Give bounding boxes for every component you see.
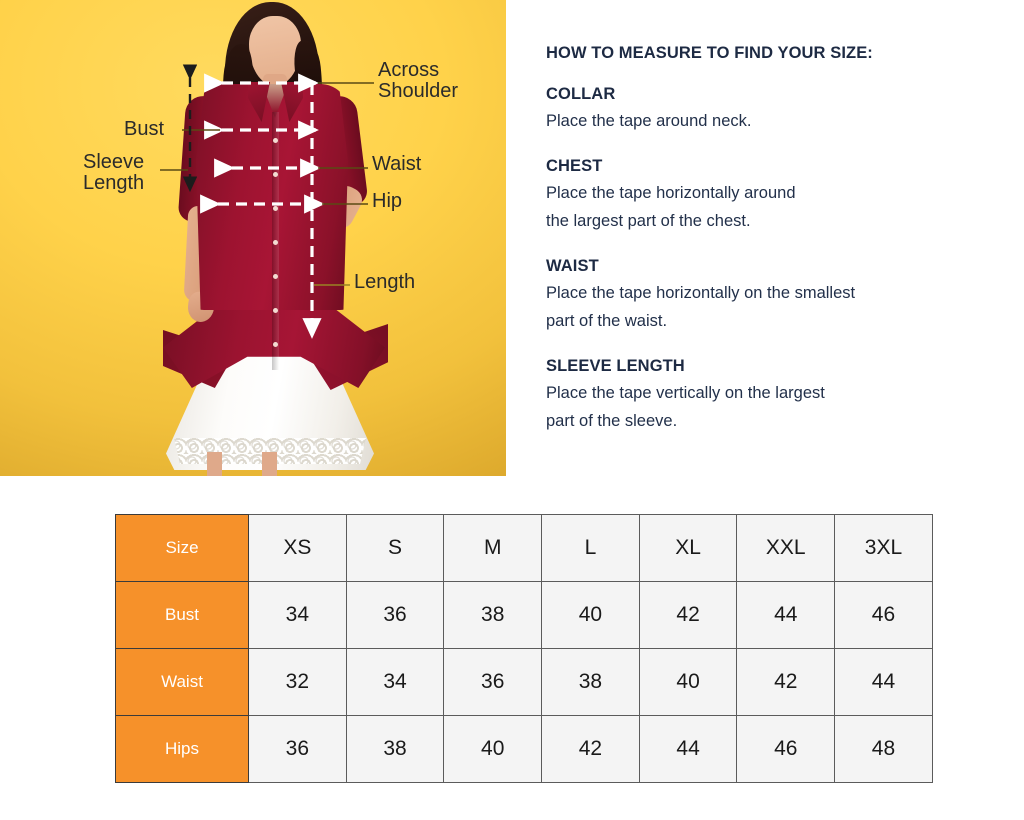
size-chart-table-wrapper: Size XS S M L XL XXL 3XL Bust 34 36 38 40 42 44 46 Waist… bbox=[115, 514, 933, 783]
cell-bust-s: 36 bbox=[345, 581, 445, 649]
label-across-shoulder: Across Shoulder bbox=[378, 59, 459, 102]
kurta-button bbox=[273, 240, 278, 245]
kurta-button bbox=[273, 342, 278, 347]
cell-waist-l: 38 bbox=[541, 648, 640, 716]
instruction-block-sleeve-length: SLEEVE LENGTH Place the tape vertically … bbox=[546, 357, 1024, 436]
instruction-body-chest: Place the tape horizontally around the l… bbox=[546, 183, 796, 231]
cell-hips-xs: 36 bbox=[248, 715, 347, 783]
label-hip: Hip bbox=[372, 190, 403, 212]
table-row: Size XS S M L XL XXL 3XL bbox=[115, 514, 933, 582]
label-sleeve-length: Sleeve Length bbox=[83, 151, 145, 194]
cell-bust-xl: 42 bbox=[638, 581, 738, 649]
model-leg-right bbox=[262, 452, 277, 476]
instruction-heading-collar: COLLAR bbox=[546, 85, 616, 103]
cell-size-xxl: XXL bbox=[736, 514, 836, 582]
instruction-heading-sleeve-length: SLEEVE LENGTH bbox=[546, 356, 685, 375]
row-header-bust: Bust bbox=[115, 581, 249, 649]
model-illustration-panel: Across Shoulder Bust Sleeve Length Waist… bbox=[0, 0, 506, 476]
instruction-body-sleeve-length: Place the tape vertically on the largest… bbox=[546, 383, 825, 431]
label-waist: Waist bbox=[372, 153, 422, 175]
measurement-guide-section: Across Shoulder Bust Sleeve Length Waist… bbox=[0, 0, 1024, 478]
cell-size-l: L bbox=[541, 514, 640, 582]
cell-waist-xxl: 42 bbox=[736, 648, 836, 716]
model-leg-left bbox=[207, 452, 222, 476]
row-header-waist: Waist bbox=[115, 648, 249, 716]
instruction-block-collar: COLLAR Place the tape around neck. bbox=[546, 85, 1024, 136]
table-row: Hips 36 38 40 42 44 46 48 bbox=[115, 715, 933, 783]
cell-waist-3xl: 44 bbox=[834, 648, 933, 716]
instruction-heading-chest: CHEST bbox=[546, 156, 603, 175]
row-header-hips: Hips bbox=[115, 715, 249, 783]
cell-bust-m: 38 bbox=[443, 581, 543, 649]
label-length: Length bbox=[354, 271, 416, 293]
cell-hips-xl: 44 bbox=[638, 715, 738, 783]
cell-size-xl: XL bbox=[638, 514, 738, 582]
cell-bust-xs: 34 bbox=[248, 581, 347, 649]
kurta-button bbox=[273, 172, 278, 177]
cell-waist-m: 36 bbox=[443, 648, 543, 716]
instruction-heading-waist: WAIST bbox=[546, 256, 599, 275]
instruction-block-waist: WAIST Place the tape horizontally on the… bbox=[546, 257, 1024, 336]
cell-hips-xxl: 46 bbox=[736, 715, 836, 783]
cell-bust-3xl: 46 bbox=[834, 581, 933, 649]
cell-hips-3xl: 48 bbox=[834, 715, 933, 783]
cell-size-xs: XS bbox=[248, 514, 347, 582]
kurta-button bbox=[273, 274, 278, 279]
instruction-body-collar: Place the tape around neck. bbox=[546, 112, 752, 130]
label-bust: Bust bbox=[124, 118, 165, 140]
cell-waist-s: 34 bbox=[345, 648, 445, 716]
cell-bust-xxl: 44 bbox=[736, 581, 836, 649]
table-row: Bust 34 36 38 40 42 44 46 bbox=[115, 581, 933, 649]
how-to-measure-title: HOW TO MEASURE TO FIND YOUR SIZE: bbox=[546, 44, 873, 62]
cell-hips-m: 40 bbox=[443, 715, 543, 783]
cell-bust-l: 40 bbox=[541, 581, 640, 649]
cell-size-s: S bbox=[345, 514, 445, 582]
cell-size-m: M bbox=[443, 514, 543, 582]
size-chart-table: Size XS S M L XL XXL 3XL Bust 34 36 38 40 42 44 46 Waist… bbox=[115, 514, 933, 783]
cell-size-3xl: 3XL bbox=[834, 514, 933, 582]
kurta-button bbox=[273, 206, 278, 211]
how-to-measure-panel: HOW TO MEASURE TO FIND YOUR SIZE: COLLAR… bbox=[506, 0, 1024, 478]
cell-waist-xs: 32 bbox=[248, 648, 347, 716]
cell-hips-s: 38 bbox=[345, 715, 445, 783]
kurta-button bbox=[273, 138, 278, 143]
instruction-body-waist: Place the tape horizontally on the small… bbox=[546, 283, 856, 331]
instruction-block-chest: CHEST Place the tape horizontally around… bbox=[546, 157, 1024, 236]
table-row: Waist 32 34 36 38 40 42 44 bbox=[115, 648, 933, 716]
cell-hips-l: 42 bbox=[541, 715, 640, 783]
row-header-size: Size bbox=[115, 514, 249, 582]
cell-waist-xl: 40 bbox=[638, 648, 738, 716]
kurta-button bbox=[273, 308, 278, 313]
